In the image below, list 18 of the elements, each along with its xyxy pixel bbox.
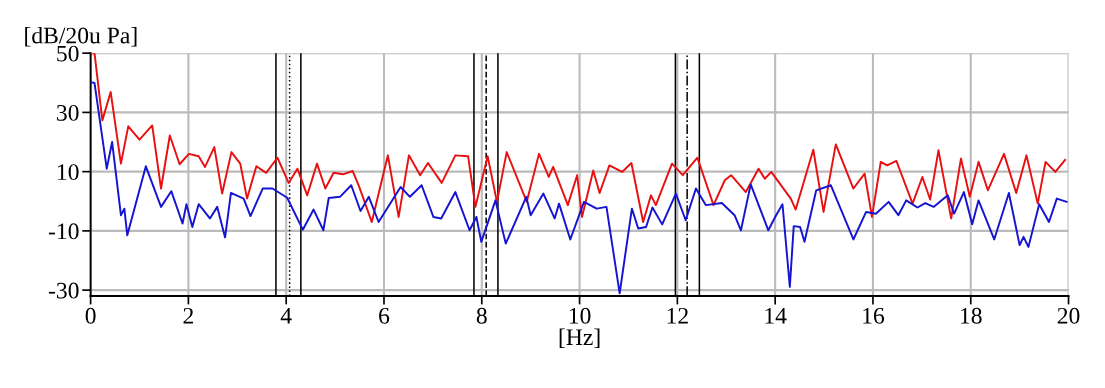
y-tick-label: 30 [57,104,79,121]
y-tick-label: -30 [48,282,79,299]
x-tick-label: 8 [476,307,487,324]
x-tick-label: 18 [961,307,982,324]
x-axis-title: [Hz] [559,328,600,349]
x-tick-label: 12 [667,307,688,324]
x-tick-label: 20 [1057,307,1080,324]
x-tick-label: 10 [569,307,591,324]
x-tick-label: 14 [765,307,787,324]
y-tick-label: 10 [57,164,79,181]
x-tick-label: 4 [280,308,292,324]
y-axis-title: [dB/20u Pa] [25,26,137,47]
y-tick-label: 50 [57,45,79,62]
x-tick-label: 16 [863,307,885,324]
y-tick-label: -10 [48,223,79,240]
x-tick-label: 6 [379,307,390,324]
x-tick-label: 0 [85,307,96,324]
x-tick-label: 2 [183,307,193,324]
